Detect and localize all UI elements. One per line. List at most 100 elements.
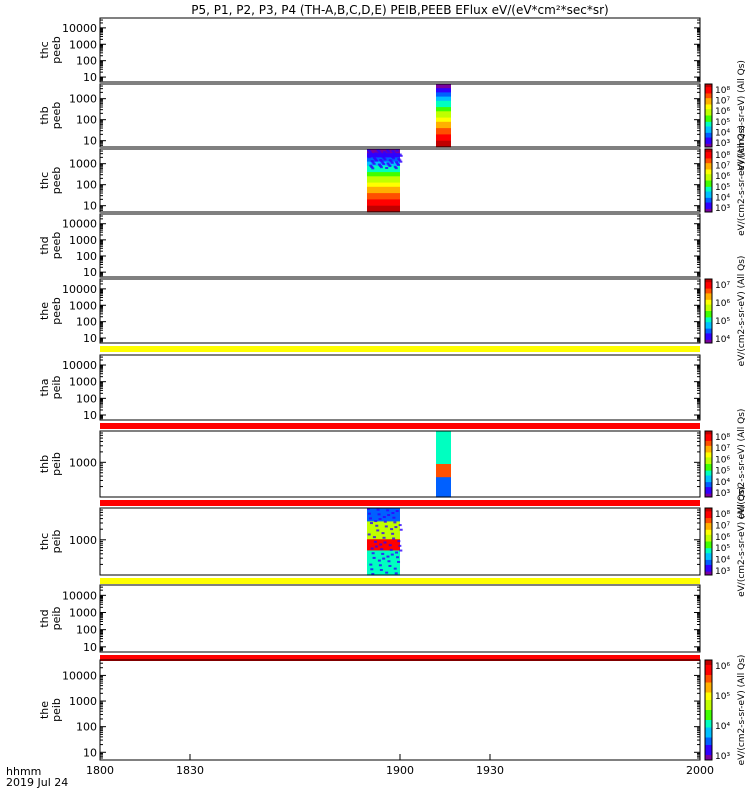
colorbar-cell [705, 539, 712, 542]
colorbar-cell [705, 149, 712, 152]
panel-frame [99, 430, 701, 498]
colorbar-cell [705, 450, 712, 453]
colorbar-label: 10⁶ [715, 107, 730, 117]
colorbar-cell [705, 553, 712, 556]
spectrogram-cell [367, 510, 400, 514]
spectrogram-cell [367, 516, 400, 520]
spectrogram-cell [436, 130, 451, 133]
colorbar-cell [705, 717, 712, 721]
y-tick-label: 100 [76, 179, 97, 192]
spectrogram-cell [436, 466, 451, 469]
spectrogram-noise [398, 544, 402, 547]
colorbar-cell [705, 145, 712, 148]
colorbar-cell [705, 482, 712, 485]
colorbar-cell [705, 732, 712, 736]
colorbar-cell [705, 549, 712, 553]
status-bar [100, 655, 700, 661]
spectrogram-cell [436, 84, 451, 87]
colorbar-cell [705, 164, 712, 167]
colorbar-cell [705, 327, 712, 330]
spectrogram-noise [379, 166, 383, 169]
colorbar-cell [705, 672, 712, 676]
spectrogram-cell [436, 464, 451, 467]
colorbar-cell [705, 163, 712, 166]
spectrogram-cell [367, 170, 400, 173]
spectrogram-cell [367, 184, 400, 188]
status-bar [100, 346, 700, 352]
spectrogram-noise [388, 159, 392, 162]
spectrogram-cell [367, 568, 400, 572]
colorbar-label: 10⁵ [715, 118, 730, 128]
spectrogram-noise [368, 517, 372, 520]
colorbar-cell [705, 472, 712, 475]
colorbar-cell [705, 137, 712, 140]
colorbar-cell [705, 178, 712, 181]
spectrogram-cell [367, 174, 400, 177]
spectrogram-noise [367, 512, 371, 515]
spectrogram-noise [386, 509, 390, 512]
colorbar-cell [705, 690, 712, 693]
spectrogram-noise [392, 151, 396, 154]
colorbar-cell [705, 551, 712, 554]
spectrogram-noise [379, 159, 383, 162]
spectrogram-noise [399, 528, 403, 531]
spectrogram-cell [436, 126, 451, 129]
y-tick-label: 10000 [62, 22, 97, 35]
spectrogram-noise [381, 532, 385, 535]
colorbar-title: eV/(cm2-s-sr-eV) (All Qs) [737, 256, 747, 367]
colorbar-label: 10⁶ [715, 172, 730, 182]
colorbar-cell [705, 293, 712, 296]
colorbar-cell [705, 333, 712, 336]
colorbar-cell [705, 662, 712, 666]
spectrogram-cell [436, 450, 451, 454]
colorbar-cell [705, 687, 712, 691]
colorbar-cell [705, 519, 712, 522]
colorbar-cell [705, 475, 712, 478]
spectrogram-noise [396, 556, 400, 559]
spectrogram-cell [436, 94, 451, 98]
colorbar-cell [705, 188, 712, 191]
spectrogram-cell [436, 117, 451, 121]
colorbar-label: 10⁶ [715, 662, 730, 672]
spectrogram-cell [367, 191, 400, 194]
y-tick-label: 10 [83, 71, 97, 84]
colorbar-cell [705, 727, 712, 731]
panel-ylabel: peib [50, 376, 63, 400]
spectrogram-cell [367, 519, 400, 522]
spectrogram-noise [373, 540, 377, 543]
panel-ylabel: thd [38, 236, 51, 254]
colorbar-cell [705, 566, 712, 569]
spectrogram-cell [436, 134, 451, 138]
spectrogram-noise [386, 555, 390, 558]
colorbar-label: 10⁸ [715, 86, 730, 96]
spectrogram-cell [436, 475, 451, 478]
y-tick-label: 1000 [69, 38, 97, 51]
spectrogram-cell [436, 437, 451, 441]
colorbar-cell [705, 459, 712, 462]
spectrogram-cell [436, 111, 451, 114]
colorbar-cell [705, 516, 712, 519]
spectrogram-noise [384, 525, 388, 528]
colorbar-cell [705, 439, 712, 442]
colorbar-label: 10⁴ [715, 556, 730, 566]
spectrogram-noise [372, 156, 376, 159]
colorbar-cell [705, 104, 712, 107]
colorbar-label: 10⁷ [715, 281, 730, 291]
spectrogram-cell [436, 100, 451, 104]
colorbar-cell [705, 442, 712, 445]
colorbar-cell [705, 528, 712, 531]
spectrogram-cell [436, 144, 451, 148]
spectrogram-cell [436, 98, 451, 102]
spectrogram-noise [393, 521, 397, 524]
panel-ylabel: thc [38, 172, 51, 189]
spectrogram-noise [399, 160, 403, 163]
y-tick-label: 1000 [69, 158, 97, 171]
colorbar-cell [705, 320, 712, 323]
spectrogram-cell [436, 486, 451, 489]
spectrogram-cell [367, 561, 400, 565]
colorbar-cell [705, 444, 712, 447]
spectrogram-noise [377, 559, 381, 562]
colorbar-cell [705, 735, 712, 738]
spectrogram-cell [436, 132, 451, 135]
spectrogram-noise [371, 552, 375, 555]
